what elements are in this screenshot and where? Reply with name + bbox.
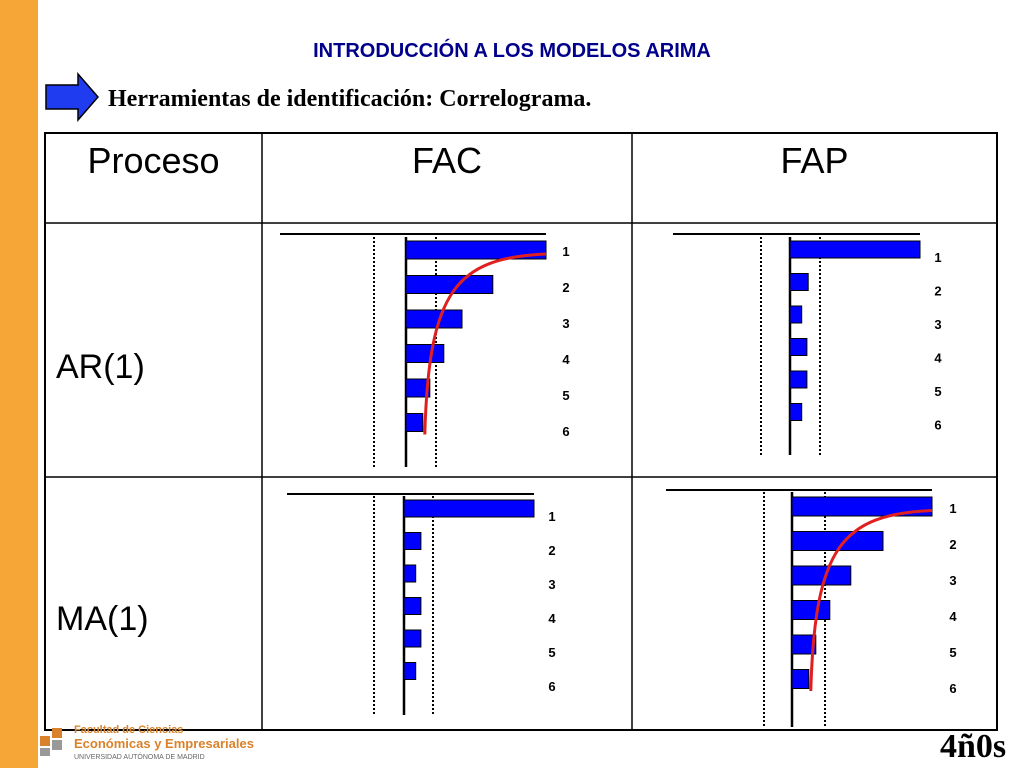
decay-curve [423, 252, 547, 435]
bar-lag-3 [791, 565, 852, 586]
lag-label-2: 2 [934, 284, 941, 299]
bar-lag-4 [403, 597, 422, 615]
bar-lag-3 [405, 309, 463, 329]
lag-label-5: 5 [934, 384, 941, 399]
lag-label-2: 2 [562, 280, 569, 295]
bar-lag-4 [789, 338, 808, 356]
column-header-proceso: Proceso [87, 140, 220, 181]
lag-label-1: 1 [934, 250, 941, 265]
bar-lag-1 [403, 499, 535, 518]
bar-lag-1 [789, 240, 921, 259]
logo-line-1: Facultad de Ciencias [74, 724, 184, 736]
brand-mark: 4ñ0s [940, 728, 1007, 765]
bar-lag-2 [403, 532, 422, 550]
lag-label-2: 2 [949, 537, 956, 552]
bar-lag-5 [789, 370, 808, 389]
lag-label-3: 3 [949, 573, 956, 588]
logo-line-3: UNIVERSIDAD AUTÓNOMA DE MADRID [74, 754, 205, 761]
logo-mark-icon [40, 728, 62, 756]
lag-label-4: 4 [949, 609, 957, 624]
lag-label-6: 6 [562, 424, 569, 439]
lag-label-1: 1 [548, 509, 555, 524]
bar-lag-5 [403, 629, 422, 648]
lag-label-3: 3 [934, 317, 941, 332]
decay-curve [809, 509, 933, 692]
lag-label-1: 1 [562, 244, 569, 259]
column-header-fac: FAC [411, 140, 482, 181]
bar-lag-3 [789, 305, 803, 324]
lag-label-4: 4 [562, 352, 570, 367]
bar-lag-4 [791, 600, 831, 620]
bar-lag-3 [403, 564, 417, 583]
section-subtitle: Herramientas de identificación: Correlog… [108, 86, 592, 112]
logo-line-2: Económicas y Empresariales [74, 736, 254, 751]
lag-label-2: 2 [548, 543, 555, 558]
lag-label-5: 5 [949, 645, 956, 660]
bar-lag-6 [405, 413, 424, 432]
page-title: INTRODUCCIÓN A LOS MODELOS ARIMA [313, 40, 711, 62]
bar-lag-2 [405, 275, 494, 294]
bar-lag-1 [405, 240, 547, 260]
lag-label-3: 3 [548, 577, 555, 592]
lag-label-6: 6 [934, 418, 941, 433]
row-label-ma1: MA(1) [56, 600, 149, 638]
row-label-ar1: AR(1) [56, 348, 145, 386]
bar-lag-5 [405, 378, 431, 398]
bar-lag-1 [791, 496, 933, 517]
arrow-right-icon [45, 72, 99, 122]
bar-lag-4 [405, 344, 445, 363]
side-stripe [0, 0, 38, 768]
lag-label-5: 5 [548, 645, 555, 660]
column-header-fap: FAP [780, 140, 849, 181]
lag-label-4: 4 [934, 351, 942, 366]
lag-label-1: 1 [949, 501, 956, 516]
bar-lag-6 [791, 669, 810, 689]
bar-lag-5 [791, 634, 817, 655]
bar-lag-6 [403, 662, 417, 680]
bar-lag-6 [789, 403, 803, 421]
lag-label-4: 4 [548, 611, 556, 626]
lag-label-6: 6 [548, 679, 555, 694]
lag-label-6: 6 [949, 681, 956, 696]
faculty-logo: Facultad de Ciencias Económicas y Empres… [40, 724, 270, 768]
bar-lag-2 [789, 273, 809, 291]
bar-lag-2 [791, 531, 884, 551]
lag-label-5: 5 [562, 388, 569, 403]
lag-label-3: 3 [562, 316, 569, 331]
